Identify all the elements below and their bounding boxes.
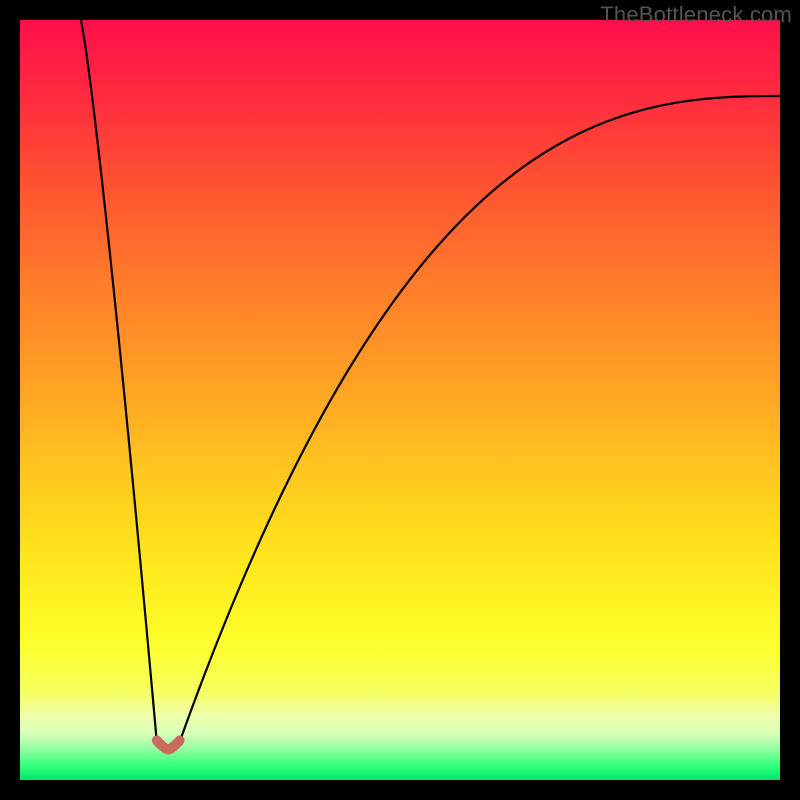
watermark-text: TheBottleneck.com (600, 2, 792, 28)
gradient-background (20, 20, 780, 780)
chart-container: TheBottleneck.com (0, 0, 800, 800)
plot-area (20, 20, 780, 780)
plot-svg (20, 20, 780, 780)
